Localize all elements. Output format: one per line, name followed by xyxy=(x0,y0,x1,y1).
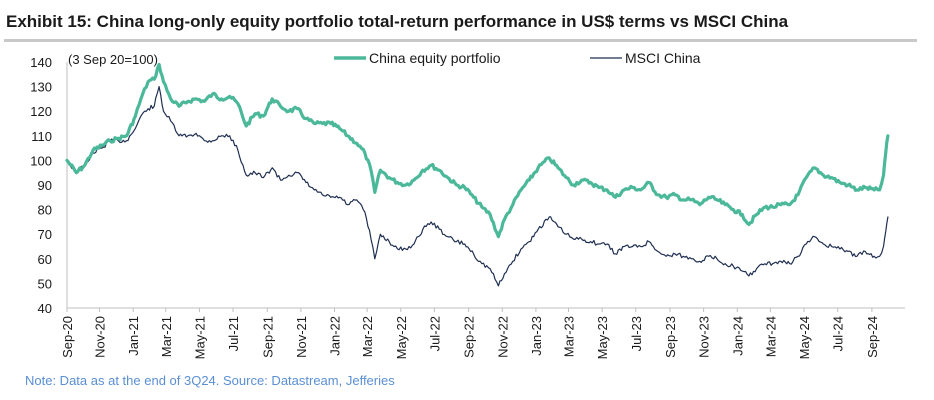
x-tick-label: May-22 xyxy=(394,316,409,359)
x-tick-label: Nov-23 xyxy=(697,316,712,358)
y-tick-label: 130 xyxy=(30,80,52,95)
series-line-msci xyxy=(66,85,889,287)
x-tick-label: Jan-22 xyxy=(328,316,343,356)
line-chart: 40 50 60 70 80 90 100 110 120 130 140 Sep-20 Nov-20… xyxy=(30,50,905,359)
plot-lines xyxy=(65,62,890,287)
x-tick-label: Nov-20 xyxy=(93,316,108,358)
footnote: Note: Data as at the end of 3Q24. Source… xyxy=(25,373,395,388)
y-tick-label: 40 xyxy=(38,301,52,316)
index-annotation: (3 Sep 20=100) xyxy=(68,52,158,67)
y-tick-label: 140 xyxy=(30,55,52,70)
x-tick-label: Sep-20 xyxy=(60,316,75,358)
x-axis: Sep-20 Nov-20 Jan-21 Mar-21 May-21 Jul-21 Sep-… xyxy=(60,307,905,359)
y-tick-label: 80 xyxy=(38,203,52,218)
chart-title: Exhibit 15: China long-only equity portf… xyxy=(6,12,789,31)
x-tick-label: May-23 xyxy=(595,316,610,359)
x-tick-label: Sep-22 xyxy=(462,316,477,358)
y-tick-label: 100 xyxy=(30,153,52,168)
x-tick-label: May-21 xyxy=(192,316,207,359)
x-tick-label: Jul-23 xyxy=(629,316,644,351)
x-tick-label: Jul-24 xyxy=(831,316,846,351)
series-line-portfolio xyxy=(65,62,890,239)
y-tick-label: 110 xyxy=(31,129,52,144)
x-tick-label: Jan-24 xyxy=(730,316,745,356)
x-tick-label: Sep-24 xyxy=(865,316,880,358)
x-tick-label: May-24 xyxy=(797,316,812,359)
y-tick-label: 120 xyxy=(30,104,52,119)
x-tick-label: Sep-23 xyxy=(663,316,678,358)
x-tick-label: Nov-21 xyxy=(294,316,309,358)
x-tick-label: Jan-23 xyxy=(529,316,544,356)
x-tick-label: Jul-21 xyxy=(226,316,241,351)
x-tick-label: Mar-22 xyxy=(360,316,375,357)
y-tick-label: 60 xyxy=(38,252,52,267)
legend: China equity portfolio MSCI China xyxy=(334,50,701,66)
y-tick-label: 70 xyxy=(38,227,52,242)
x-tick-label: Mar-24 xyxy=(763,316,778,357)
x-tick-label: Mar-21 xyxy=(159,316,174,357)
y-tick-label: 50 xyxy=(38,276,52,291)
x-tick-label: Jan-21 xyxy=(126,316,141,356)
x-tick-label: Nov-22 xyxy=(495,316,510,358)
legend-label-msci: MSCI China xyxy=(625,50,701,66)
x-tick-label: Mar-23 xyxy=(561,316,576,357)
title-divider xyxy=(4,39,917,42)
x-tick-label: Jul-22 xyxy=(427,316,442,351)
y-tick-label: 90 xyxy=(38,178,52,193)
y-axis: 40 50 60 70 80 90 100 110 120 130 140 xyxy=(30,55,68,316)
legend-label-portfolio: China equity portfolio xyxy=(369,50,501,66)
x-tick-label: Sep-21 xyxy=(260,316,275,358)
